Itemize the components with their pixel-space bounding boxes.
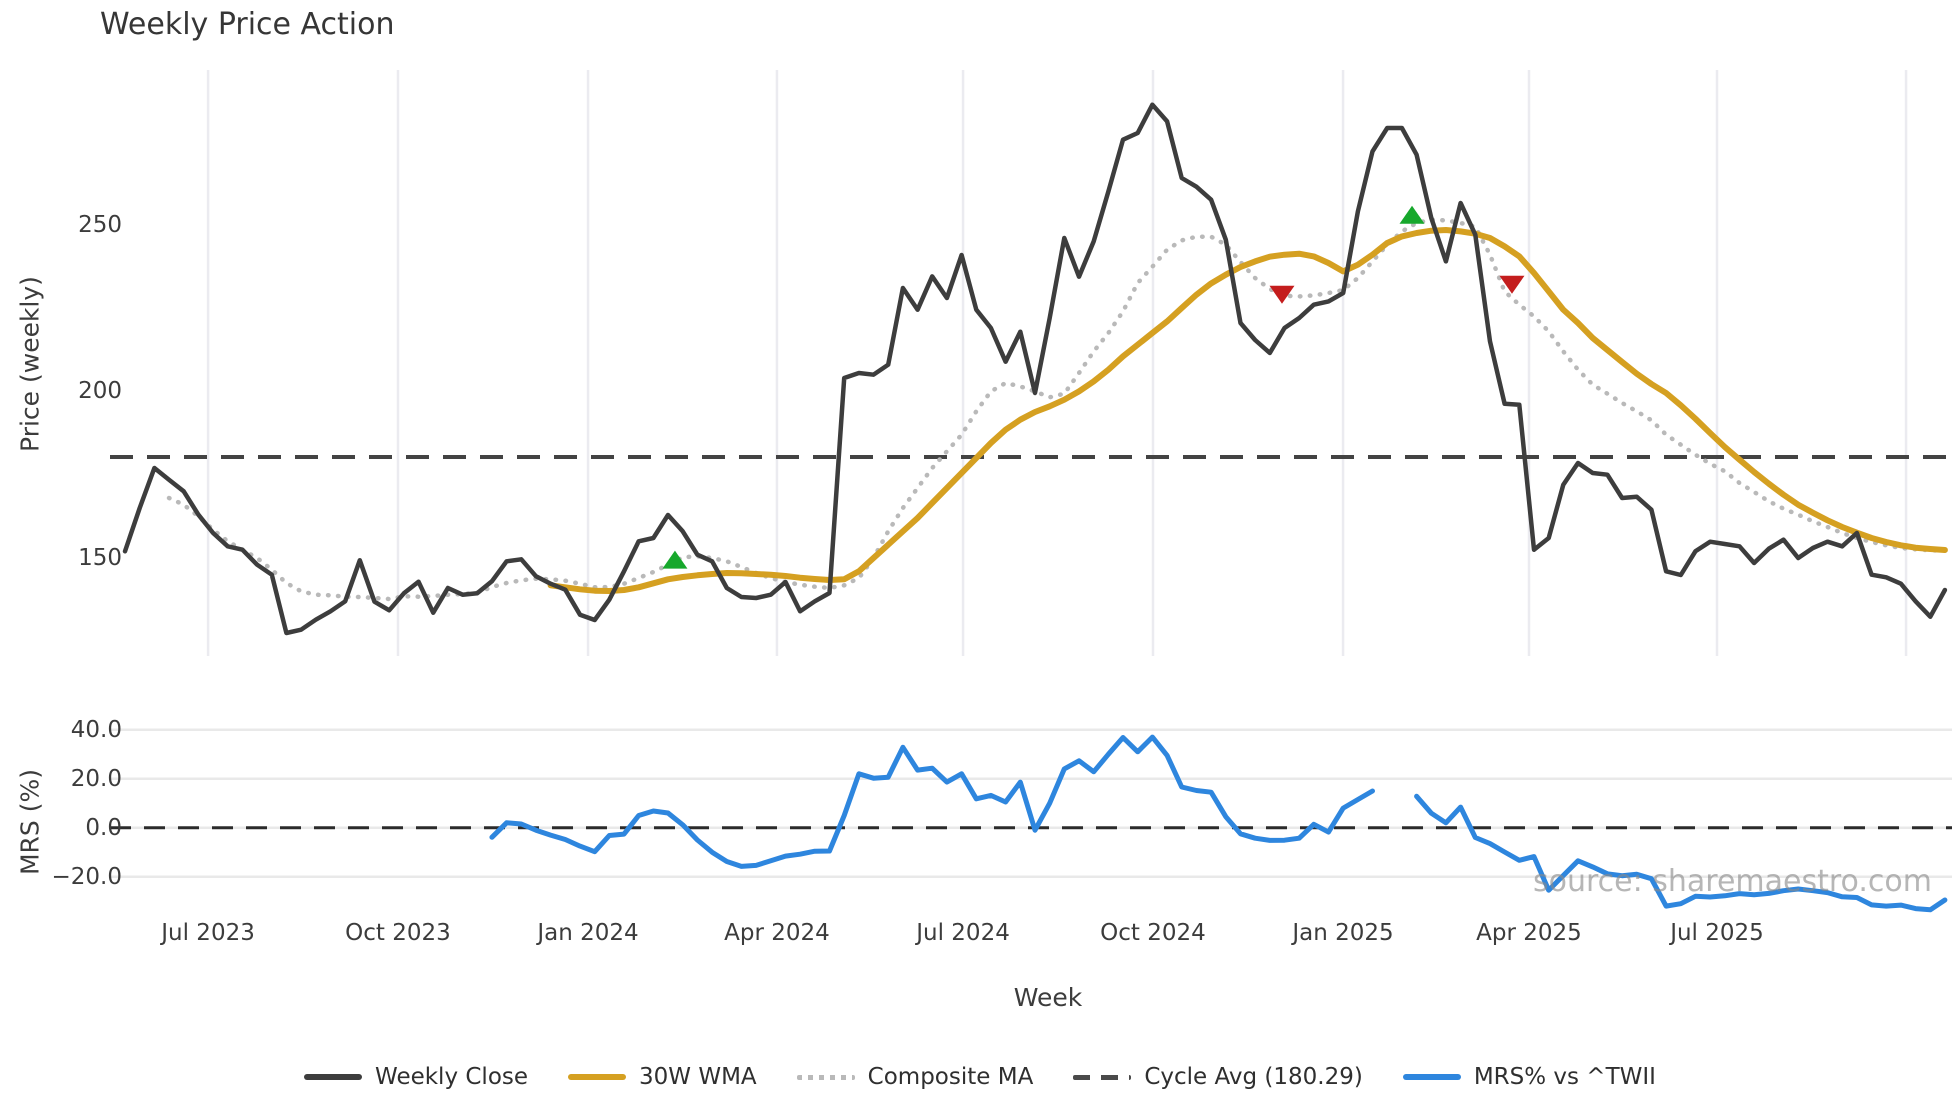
x-tick-label: Apr 2024 (724, 920, 830, 946)
legend-label: Composite MA (867, 1064, 1034, 1090)
watermark: source: sharemaestro.com (1533, 864, 1932, 899)
wma-line-swatch-icon (568, 1074, 627, 1080)
legend-item-weekly-close: Weekly Close (304, 1064, 528, 1090)
legend: Weekly Close 30W WMA Composite MA Cycle … (0, 1064, 1960, 1090)
wma-line (547, 227, 1948, 594)
mrs-line-swatch-icon (1402, 1074, 1461, 1080)
x-tick-label: Oct 2023 (345, 920, 451, 946)
price-ytick-label: 200 (78, 378, 122, 405)
x-tick-label: Jul 2024 (916, 920, 1010, 946)
mrs-ytick-label: 20.0 (70, 765, 122, 792)
cycle-avg-dashed-swatch-icon (1073, 1074, 1132, 1080)
legend-label: MRS% vs ^TWII (1473, 1064, 1656, 1090)
weekly-close-line-swatch-icon (304, 1074, 363, 1080)
composite-ma-line (166, 217, 1948, 602)
price-ytick-label: 250 (78, 211, 122, 238)
legend-item-30w-wma: 30W WMA (568, 1064, 757, 1090)
mrs-line (489, 734, 1948, 913)
mrs-ytick-label: 40.0 (70, 716, 122, 743)
buy-signal-triangle-icon (1399, 205, 1425, 224)
composite-ma-dotted-swatch-icon (796, 1074, 855, 1080)
mrs-ytick-label: 0.0 (85, 814, 122, 841)
legend-item-mrs: MRS% vs ^TWII (1402, 1064, 1656, 1090)
buy-signal-triangle-icon (662, 550, 688, 569)
sell-signal-triangle-icon (1499, 275, 1525, 294)
x-tick-label: Jul 2025 (1670, 920, 1764, 946)
legend-label: 30W WMA (639, 1064, 757, 1090)
x-tick-label: Oct 2024 (1100, 920, 1206, 946)
chart-title: Weekly Price Action (100, 7, 395, 42)
price-axis-title: Price (weekly) (15, 276, 45, 452)
legend-label: Cycle Avg (180.29) (1144, 1064, 1363, 1090)
legend-item-composite-ma: Composite MA (796, 1064, 1034, 1090)
x-tick-label: Apr 2025 (1476, 920, 1582, 946)
x-axis-title: Week (1013, 983, 1083, 1012)
price-ytick-label: 150 (78, 545, 122, 571)
x-tick-label: Jan 2024 (537, 920, 639, 946)
weekly-close-line (122, 102, 1948, 636)
x-tick-label: Jan 2025 (1292, 920, 1394, 946)
legend-item-cycle-avg: Cycle Avg (180.29) (1073, 1064, 1363, 1090)
sell-signal-triangle-icon (1269, 285, 1295, 304)
legend-label: Weekly Close (375, 1064, 529, 1090)
x-tick-label: Jul 2023 (161, 920, 255, 946)
mrs-ytick-label: −20.0 (51, 863, 122, 890)
